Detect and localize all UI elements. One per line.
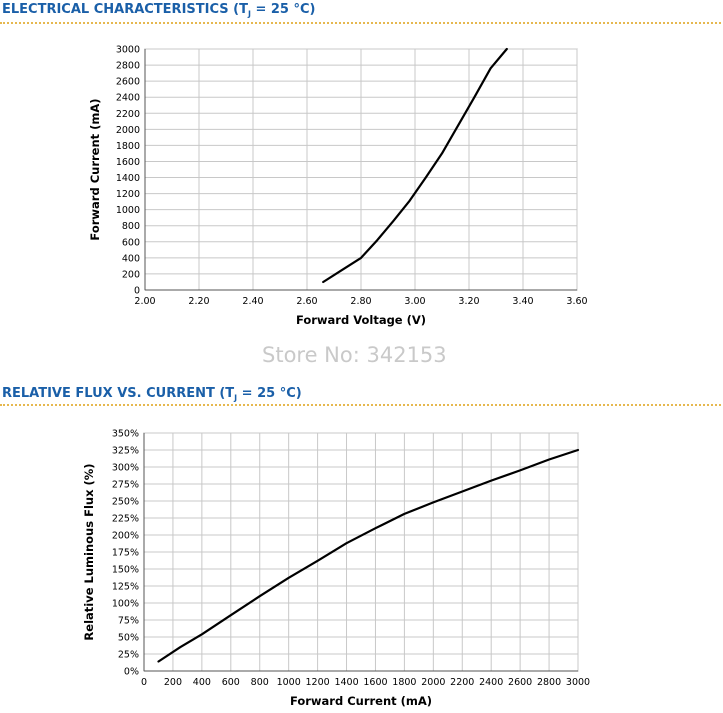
x-tick-label: 2.80 [350, 296, 371, 307]
title-main-text: ELECTRICAL CHARACTERISTICS (T [2, 2, 248, 17]
y-tick-label: 225% [112, 514, 139, 525]
title-end-text: = 25 °C) [237, 386, 302, 401]
y-tick-label: 1400 [116, 173, 140, 184]
y-axis-title: Forward Current (mA) [88, 98, 102, 240]
y-tick-label: 2600 [116, 77, 140, 88]
x-axis-title: Forward Voltage (V) [296, 313, 426, 327]
x-tick-label: 2200 [450, 677, 474, 688]
x-tick-label: 2600 [508, 677, 532, 688]
x-tick-label: 800 [251, 677, 269, 688]
y-tick-label: 2800 [116, 61, 140, 72]
x-tick-label: 2.20 [188, 296, 209, 307]
x-tick-label: 3000 [566, 677, 590, 688]
electrical-characteristics-title: ELECTRICAL CHARACTERISTICS (TJ = 25 °C) [2, 2, 315, 19]
x-tick-label: 1800 [392, 677, 416, 688]
section-divider [0, 404, 721, 406]
y-tick-label: 1800 [116, 141, 140, 152]
y-tick-label: 800 [122, 221, 140, 232]
y-tick-label: 1200 [116, 189, 140, 200]
y-tick-label: 50% [118, 633, 139, 644]
title-end-text: = 25 °C) [250, 2, 316, 17]
y-tick-label: 400 [122, 253, 140, 264]
series-line [157, 448, 580, 663]
x-tick-label: 2000 [421, 677, 445, 688]
x-tick-label: 0 [141, 677, 147, 688]
x-tick-label: 600 [222, 677, 240, 688]
title-main-text: RELATIVE FLUX VS. CURRENT (T [2, 386, 235, 401]
y-tick-label: 1600 [116, 157, 140, 168]
x-tick-label: 1200 [306, 677, 330, 688]
y-tick-label: 175% [112, 548, 139, 559]
y-tick-label: 150% [112, 565, 139, 576]
y-tick-label: 0 [134, 286, 140, 297]
x-tick-label: 1000 [277, 677, 301, 688]
y-tick-label: 100% [112, 599, 139, 610]
x-tick-label: 2.00 [134, 296, 155, 307]
series-line [322, 47, 508, 284]
y-tick-label: 3000 [116, 45, 140, 56]
x-tick-label: 3.40 [512, 296, 533, 307]
y-tick-label: 275% [112, 480, 139, 491]
y-tick-label: 75% [118, 616, 139, 627]
x-tick-label: 3.60 [566, 296, 587, 307]
x-tick-label: 2800 [537, 677, 561, 688]
y-tick-label: 350% [112, 429, 139, 440]
section-divider [0, 22, 721, 24]
x-tick-label: 2.40 [242, 296, 263, 307]
x-tick-label: 3.20 [458, 296, 479, 307]
y-tick-label: 25% [118, 650, 139, 661]
y-tick-label: 125% [112, 582, 139, 593]
y-tick-label: 200 [122, 269, 140, 280]
x-axis-title: Forward Current (mA) [290, 694, 432, 708]
y-tick-label: 325% [112, 446, 139, 457]
x-tick-label: 1600 [363, 677, 387, 688]
y-axis-title: Relative Luminous Flux (%) [82, 463, 96, 640]
y-tick-label: 0% [124, 667, 139, 678]
y-tick-label: 600 [122, 237, 140, 248]
y-tick-label: 200% [112, 531, 139, 542]
y-tick-label: 2200 [116, 109, 140, 120]
x-tick-label: 400 [193, 677, 211, 688]
store-watermark: Store No: 342153 [262, 343, 447, 367]
y-tick-label: 250% [112, 497, 139, 508]
x-tick-label: 200 [164, 677, 182, 688]
x-tick-label: 1400 [334, 677, 358, 688]
relative-flux-title: RELATIVE FLUX VS. CURRENT (TJ = 25 °C) [2, 386, 302, 403]
x-tick-label: 3.00 [404, 296, 425, 307]
title-subscript: J [234, 393, 238, 403]
x-tick-label: 2.60 [296, 296, 317, 307]
y-tick-label: 2400 [116, 93, 140, 104]
y-tick-label: 300% [112, 463, 139, 474]
y-tick-label: 1000 [116, 205, 140, 216]
y-tick-label: 2000 [116, 125, 140, 136]
x-tick-label: 2400 [479, 677, 503, 688]
title-subscript: J [247, 9, 251, 19]
